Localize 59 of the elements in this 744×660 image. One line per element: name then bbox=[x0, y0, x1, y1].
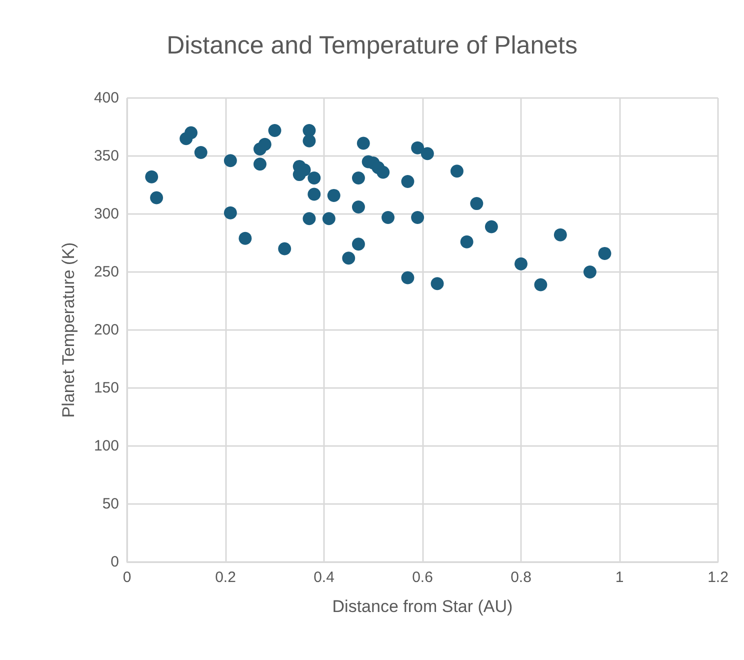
point bbox=[224, 206, 237, 220]
point bbox=[583, 266, 596, 278]
point bbox=[268, 124, 282, 137]
point bbox=[411, 141, 424, 154]
point bbox=[420, 147, 434, 160]
point bbox=[382, 210, 395, 224]
y-tick-label: 400 bbox=[94, 90, 119, 106]
y-axis-title: Planet Temperature (K) bbox=[59, 242, 78, 418]
point bbox=[224, 154, 237, 168]
point bbox=[302, 212, 316, 226]
y-tick-label: 300 bbox=[94, 206, 119, 222]
point bbox=[145, 170, 158, 184]
point bbox=[411, 210, 424, 224]
point bbox=[460, 235, 474, 248]
point bbox=[278, 242, 292, 256]
point bbox=[184, 126, 198, 140]
point bbox=[194, 146, 208, 160]
point bbox=[470, 197, 484, 210]
point bbox=[327, 188, 340, 202]
y-tick-label: 200 bbox=[94, 322, 119, 338]
point bbox=[554, 228, 567, 242]
point bbox=[150, 191, 164, 204]
y-tick-label: 250 bbox=[94, 264, 119, 280]
x-tick-label: 1.2 bbox=[708, 569, 728, 586]
y-tick-label: 350 bbox=[94, 148, 119, 164]
x-tick-label: 0.6 bbox=[412, 569, 433, 586]
y-tick-label: 0 bbox=[110, 554, 119, 570]
point bbox=[352, 200, 365, 214]
point bbox=[308, 172, 321, 185]
point bbox=[356, 136, 370, 150]
point bbox=[308, 188, 321, 201]
point bbox=[322, 212, 336, 226]
x-tick-label: 0.8 bbox=[510, 569, 532, 586]
point bbox=[514, 257, 528, 270]
point bbox=[258, 138, 272, 151]
chart-title: Distance and Temperature of Planets bbox=[166, 32, 578, 60]
x-tick-label: 0 bbox=[122, 569, 132, 586]
point bbox=[253, 158, 266, 171]
point bbox=[302, 134, 316, 148]
point bbox=[430, 277, 444, 290]
point bbox=[401, 175, 414, 188]
point bbox=[352, 172, 365, 185]
point bbox=[292, 168, 306, 182]
point bbox=[342, 252, 356, 265]
y-tick-label: 150 bbox=[94, 380, 119, 396]
y-tick-label: 50 bbox=[102, 496, 119, 512]
point bbox=[534, 278, 548, 292]
point bbox=[401, 271, 414, 284]
point bbox=[238, 232, 252, 245]
point bbox=[484, 220, 498, 234]
point bbox=[352, 238, 365, 251]
x-tick-label: 0.2 bbox=[215, 569, 236, 586]
point bbox=[598, 246, 612, 260]
y-tick-label: 100 bbox=[94, 438, 119, 454]
point bbox=[450, 164, 464, 178]
x-axis-title: Distance from Star (AU) bbox=[332, 597, 513, 616]
x-tick-label: 1 bbox=[615, 569, 624, 586]
x-tick-label: 0.4 bbox=[314, 569, 334, 586]
point bbox=[376, 166, 390, 179]
